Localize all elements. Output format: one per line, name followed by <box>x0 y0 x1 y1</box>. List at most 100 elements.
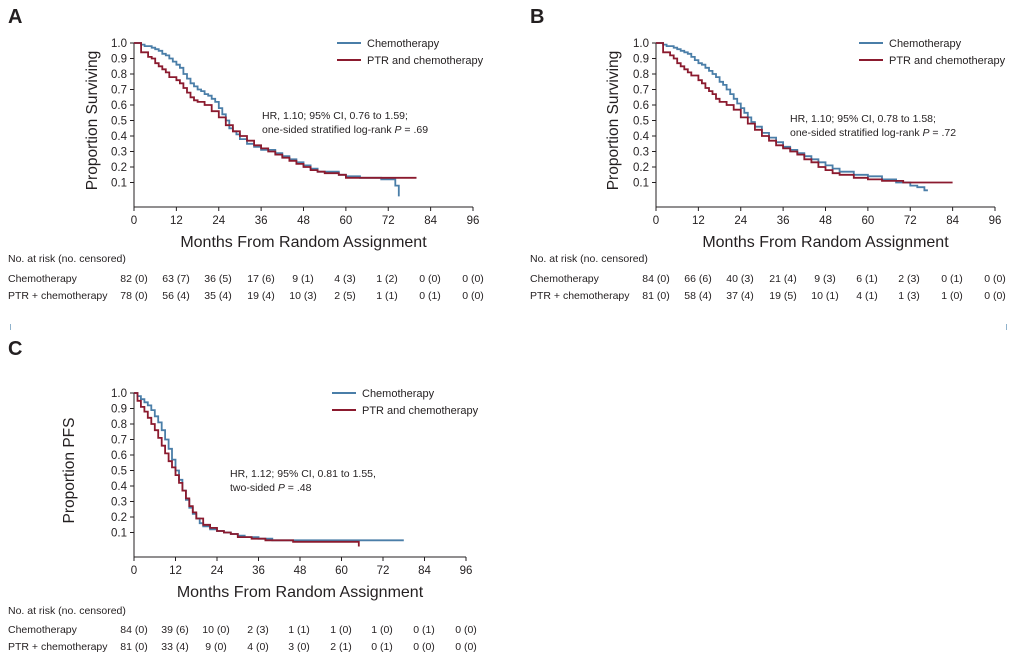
risk-value: 0 (1) <box>941 273 963 285</box>
chart-svg-a: 0.1 0.2 0.3 0.4 0.5 0.6 0.7 0.8 0.9 1.0 0 12 24 36 48 6… <box>8 38 484 302</box>
risk-value: 17 (6) <box>247 273 274 285</box>
annotation-line-2: one-sided stratified log-rank P = .69 <box>262 124 428 136</box>
y-tick-label: 0.1 <box>633 178 649 190</box>
legend-label: PTR and chemotherapy <box>367 55 484 67</box>
x-tick-label: 0 <box>653 215 659 227</box>
legend-label: PTR and chemotherapy <box>889 55 1006 67</box>
x-axis-label: Months From Random Assignment <box>702 234 949 251</box>
risk-value: 66 (6) <box>684 273 711 285</box>
x-tick-label: 48 <box>294 565 307 577</box>
edge-mark-left <box>10 324 11 330</box>
y-axis-label: Proportion Surviving <box>84 51 101 191</box>
risk-row-label: PTR + chemotherapy <box>8 641 108 653</box>
risk-value: 6 (1) <box>856 273 878 285</box>
risk-value: 1 (0) <box>371 624 393 636</box>
x-tick-label: 48 <box>297 215 310 227</box>
x-tick-label: 36 <box>252 565 265 577</box>
risk-value: 0 (0) <box>455 641 477 653</box>
y-tick-label: 0.1 <box>111 528 127 540</box>
risk-value: 81 (0) <box>120 641 147 653</box>
risk-table-header: No. at risk (no. censored) <box>530 253 648 265</box>
risk-value: 1 (3) <box>898 290 920 302</box>
x-tick-label: 24 <box>212 215 225 227</box>
y-tick-label: 0.8 <box>111 419 127 431</box>
x-tick-label: 72 <box>377 565 390 577</box>
x-tick-label: 96 <box>460 565 473 577</box>
risk-row-label: Chemotherapy <box>8 624 78 636</box>
risk-value: 63 (7) <box>162 273 189 285</box>
risk-value: 0 (0) <box>455 624 477 636</box>
y-tick-label: 0.7 <box>111 435 127 447</box>
y-tick-label: 1.0 <box>111 388 127 400</box>
risk-value: 9 (0) <box>205 641 227 653</box>
x-tick-label: 60 <box>335 565 348 577</box>
legend-label: Chemotherapy <box>889 38 962 50</box>
risk-value: 2 (5) <box>334 290 356 302</box>
risk-value: 19 (4) <box>247 290 274 302</box>
panel-label-a: A <box>8 6 23 28</box>
chart-svg-c: 0.1 0.2 0.3 0.4 0.5 0.6 0.7 0.8 0.9 1.0 0 12 24 36 48 6… <box>8 388 479 653</box>
risk-value: 21 (4) <box>769 273 796 285</box>
risk-value: 0 (1) <box>413 624 435 636</box>
risk-value: 10 (3) <box>289 290 316 302</box>
legend-label: Chemotherapy <box>367 38 440 50</box>
risk-value: 1 (1) <box>288 624 310 636</box>
chart-svg-b: 0.1 0.2 0.3 0.4 0.5 0.6 0.7 0.8 0.9 1.0 0 12 24 36 48 6… <box>530 38 1006 302</box>
risk-row-label: PTR + chemotherapy <box>530 290 630 302</box>
risk-table-header: No. at risk (no. censored) <box>8 253 126 265</box>
x-tick-label: 96 <box>989 215 1002 227</box>
y-tick-label: 0.5 <box>111 116 127 128</box>
risk-value: 84 (0) <box>120 624 147 636</box>
risk-value: 33 (4) <box>161 641 188 653</box>
x-tick-label: 48 <box>819 215 832 227</box>
risk-value: 0 (0) <box>984 290 1006 302</box>
x-tick-label: 84 <box>946 215 959 227</box>
x-tick-label: 72 <box>382 215 395 227</box>
risk-value: 9 (3) <box>814 273 836 285</box>
x-tick-label: 60 <box>861 215 874 227</box>
y-tick-label: 0.3 <box>111 147 127 159</box>
risk-value: 1 (1) <box>376 290 398 302</box>
risk-value: 2 (3) <box>898 273 920 285</box>
x-tick-label: 12 <box>692 215 705 227</box>
risk-value: 84 (0) <box>642 273 669 285</box>
risk-value: 58 (4) <box>684 290 711 302</box>
risk-value: 39 (6) <box>161 624 188 636</box>
annotation-line-2: two-sided P = .48 <box>230 482 312 494</box>
risk-value: 1 (0) <box>330 624 352 636</box>
risk-value: 0 (1) <box>419 290 441 302</box>
km-chart-b: 0.1 0.2 0.3 0.4 0.5 0.6 0.7 0.8 0.9 1.0 0 12 24 36 48 6… <box>0 0 1011 310</box>
y-tick-label: 0.8 <box>111 69 127 81</box>
legend-label: PTR and chemotherapy <box>362 405 479 417</box>
risk-value: 37 (4) <box>726 290 753 302</box>
y-tick-label: 0.2 <box>111 512 127 524</box>
x-axis-label: Months From Random Assignment <box>180 234 427 251</box>
x-tick-label: 36 <box>777 215 790 227</box>
legend-label: Chemotherapy <box>362 388 435 400</box>
risk-value: 0 (0) <box>462 290 484 302</box>
panel-label-c: C <box>8 338 23 360</box>
x-tick-label: 0 <box>131 565 137 577</box>
y-tick-label: 0.6 <box>111 100 127 112</box>
x-tick-label: 36 <box>255 215 268 227</box>
risk-value: 0 (0) <box>984 273 1006 285</box>
risk-value: 2 (1) <box>330 641 352 653</box>
y-tick-label: 0.2 <box>633 162 649 174</box>
y-tick-label: 0.6 <box>633 100 649 112</box>
y-tick-label: 0.7 <box>111 85 127 97</box>
y-tick-label: 0.5 <box>633 116 649 128</box>
risk-value: 1 (0) <box>941 290 963 302</box>
x-tick-label: 24 <box>734 215 747 227</box>
series-line-ptr-chemotherapy <box>134 42 417 179</box>
y-axis-label: Proportion Surviving <box>605 51 622 191</box>
risk-row-label: PTR + chemotherapy <box>8 290 108 302</box>
risk-value: 40 (3) <box>726 273 753 285</box>
annotation-line-2: one-sided stratified log-rank P = .72 <box>790 127 956 139</box>
y-tick-label: 0.3 <box>111 497 127 509</box>
risk-value: 0 (0) <box>413 641 435 653</box>
y-tick-label: 1.0 <box>111 38 127 50</box>
y-tick-label: 0.1 <box>111 178 127 190</box>
x-tick-label: 84 <box>418 565 431 577</box>
y-tick-label: 0.2 <box>111 162 127 174</box>
y-tick-label: 0.4 <box>111 481 128 493</box>
